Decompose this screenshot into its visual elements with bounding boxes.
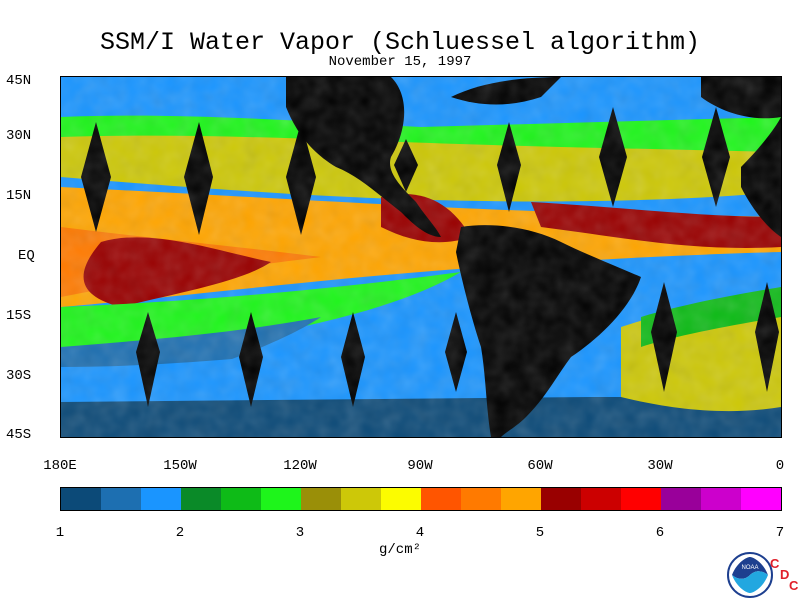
colorbar-swatch: [621, 488, 661, 510]
svg-text:NOAA: NOAA: [741, 565, 758, 571]
colorbar-tick-6: 6: [655, 525, 665, 541]
colorbar-swatch: [461, 488, 501, 510]
lat-label-15n: 15N: [6, 188, 32, 204]
colorbar-units: g/cm²: [378, 542, 421, 558]
colorbar-tick-7: 7: [775, 525, 785, 541]
colorbar-tick-2: 2: [175, 525, 185, 541]
colorbar-swatch: [341, 488, 381, 510]
lat-label-45n: 45N: [6, 73, 32, 89]
colorbar-swatch: [221, 488, 261, 510]
colorbar-swatch: [661, 488, 701, 510]
lat-label-15s: 15S: [6, 308, 32, 324]
lat-label-45s: 45S: [6, 427, 32, 443]
colorbar-swatch: [421, 488, 461, 510]
colorbar-swatch: [501, 488, 541, 510]
map-graphic: [61, 77, 781, 437]
colorbar-swatch: [61, 488, 101, 510]
lat-label-30n: 30N: [6, 128, 32, 144]
colorbar-tick-3: 3: [295, 525, 305, 541]
noaa-logo: NOAA: [727, 552, 773, 598]
cdc-letter-c1: C: [770, 556, 780, 571]
water-vapor-map: [60, 76, 782, 438]
colorbar-swatch: [581, 488, 621, 510]
colorbar-swatch: [181, 488, 221, 510]
colorbar-swatch: [301, 488, 341, 510]
colorbar-swatch: [101, 488, 141, 510]
colorbar-swatch: [261, 488, 301, 510]
cdc-letter-c2: C: [789, 578, 799, 593]
colorbar-tick-1: 1: [55, 525, 65, 541]
colorbar-swatch: [541, 488, 581, 510]
lon-label-60w: 60W: [527, 458, 553, 474]
colorbar-tick-5: 5: [535, 525, 545, 541]
colorbar-swatch: [701, 488, 741, 510]
colorbar-swatch: [741, 488, 781, 510]
texture-overlay: [61, 77, 781, 437]
lon-label-30w: 30W: [647, 458, 673, 474]
lon-label-90w: 90W: [407, 458, 433, 474]
lon-label-150w: 150W: [163, 458, 197, 474]
lat-label-eq: EQ: [18, 248, 35, 264]
colorbar-swatch: [381, 488, 421, 510]
colorbar-swatch: [141, 488, 181, 510]
lon-label-0: 0: [775, 458, 785, 474]
cdc-letter-d: D: [780, 567, 790, 582]
map-date: November 15, 1997: [328, 54, 472, 70]
lat-label-30s: 30S: [6, 368, 32, 384]
lon-label-120w: 120W: [283, 458, 317, 474]
map-title: SSM/I Water Vapor (Schluessel algorithm): [99, 28, 701, 57]
lon-label-180e: 180E: [43, 458, 77, 474]
colorbar-tick-4: 4: [415, 525, 425, 541]
colorbar: [60, 487, 782, 511]
